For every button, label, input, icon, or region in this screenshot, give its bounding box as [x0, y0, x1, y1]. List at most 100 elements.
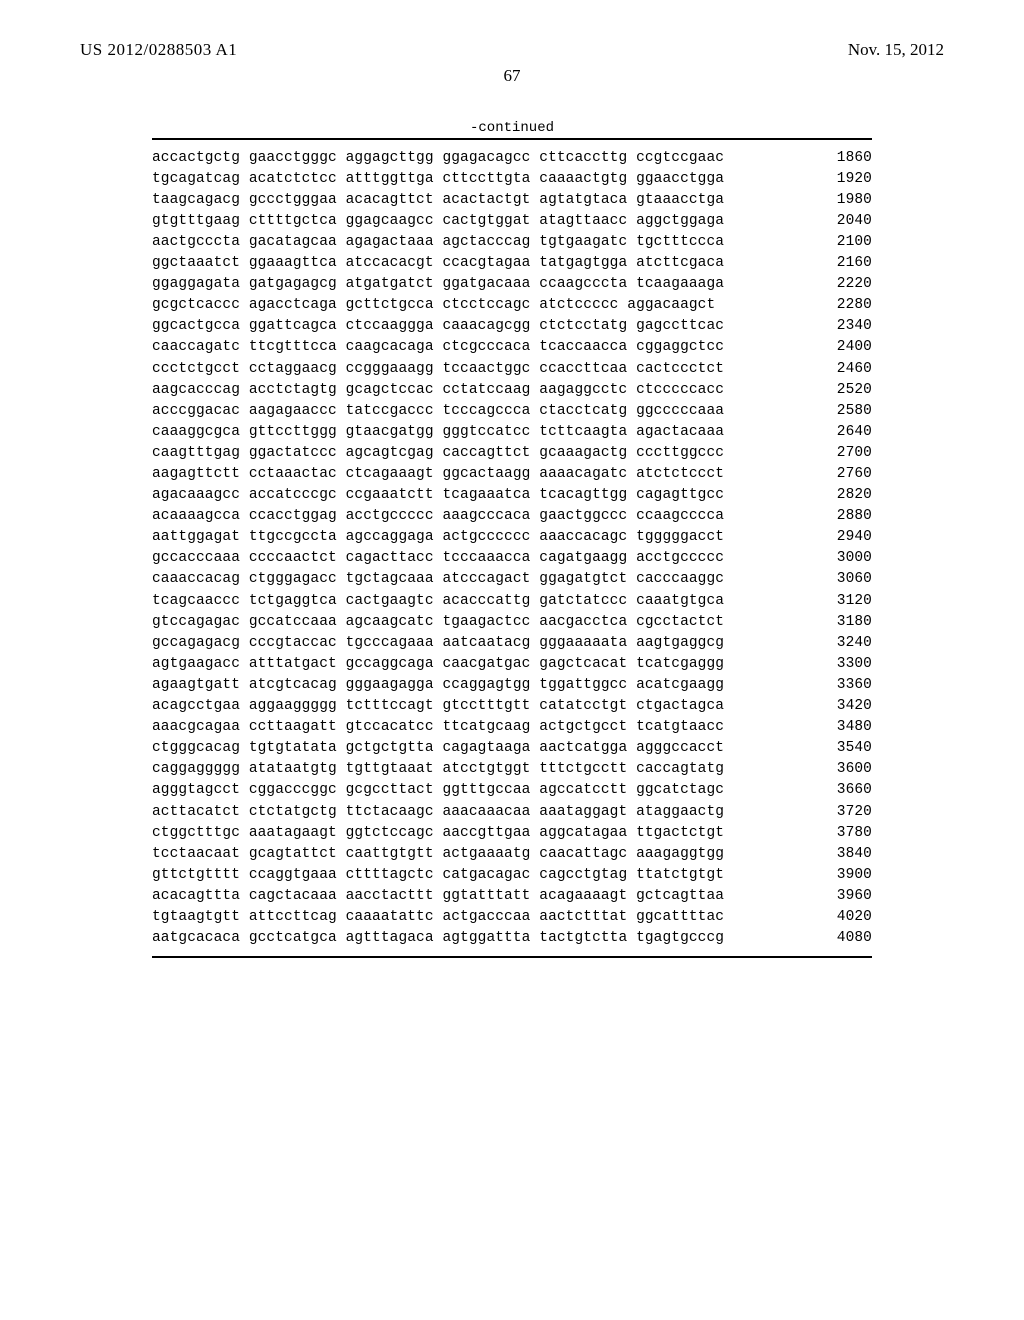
sequence-bases: ggctaaatct ggaaagttca atccacacgt ccacgta…	[152, 256, 724, 271]
publication-number: US 2012/0288503 A1	[80, 40, 237, 60]
sequence-bases: ctgggcacag tgtgtatata gctgctgtta cagagta…	[152, 741, 724, 756]
sequence-row: aattggagat ttgccgccta agccaggaga actgccc…	[152, 530, 872, 545]
sequence-row: accactgctg gaacctgggc aggagcttgg ggagaca…	[152, 151, 872, 166]
patent-page: US 2012/0288503 A1 Nov. 15, 2012 67 -con…	[0, 0, 1024, 998]
sequence-row: gttctgtttt ccaggtgaaa cttttagctc catgaca…	[152, 868, 872, 883]
sequence-position: 2820	[788, 488, 872, 503]
sequence-row: agggtagcct cggacccggc gcgccttact ggtttgc…	[152, 783, 872, 798]
sequence-bases: tcctaacaat gcagtattct caattgtgtt actgaaa…	[152, 847, 724, 862]
sequence-row: tcagcaaccc tctgaggtca cactgaagtc acaccca…	[152, 594, 872, 609]
sequence-row: caaaggcgca gttccttggg gtaacgatgg gggtcca…	[152, 425, 872, 440]
page-header: US 2012/0288503 A1 Nov. 15, 2012	[80, 40, 944, 60]
sequence-row: gccacccaaa ccccaactct cagacttacc tcccaaa…	[152, 551, 872, 566]
sequence-row: acaaaagcca ccacctggag acctgccccc aaagccc…	[152, 509, 872, 524]
sequence-bases: agaagtgatt atcgtcacag gggaagagga ccaggag…	[152, 678, 724, 693]
sequence-bases: gttctgtttt ccaggtgaaa cttttagctc catgaca…	[152, 868, 724, 883]
sequence-row: ccctctgcct cctaggaacg ccgggaaagg tccaact…	[152, 362, 872, 377]
sequence-bases: acttacatct ctctatgctg ttctacaagc aaacaaa…	[152, 805, 724, 820]
sequence-position: 2340	[788, 319, 872, 334]
sequence-position: 3780	[788, 826, 872, 841]
sequence-row: agacaaagcc accatcccgc ccgaaatctt tcagaaa…	[152, 488, 872, 503]
sequence-position: 2520	[788, 383, 872, 398]
sequence-bases: caggaggggg atataatgtg tgttgtaaat atcctgt…	[152, 762, 724, 777]
sequence-bases: aaacgcagaa ccttaagatt gtccacatcc ttcatgc…	[152, 720, 724, 735]
sequence-row: aagagttctt cctaaactac ctcagaaagt ggcacta…	[152, 467, 872, 482]
sequence-position: 3180	[788, 615, 872, 630]
sequence-row: gtgtttgaag cttttgctca ggagcaagcc cactgtg…	[152, 214, 872, 229]
sequence-position: 4080	[788, 931, 872, 946]
continued-label: -continued	[80, 120, 944, 136]
sequence-position: 3540	[788, 741, 872, 756]
sequence-position: 1920	[788, 172, 872, 187]
sequence-bases: aactgcccta gacatagcaa agagactaaa agctacc…	[152, 235, 724, 250]
sequence-row: acacagttta cagctacaaa aacctacttt ggtattt…	[152, 889, 872, 904]
sequence-bases: agtgaagacc atttatgact gccaggcaga caacgat…	[152, 657, 724, 672]
sequence-row: acccggacac aagagaaccc tatccgaccc tcccagc…	[152, 404, 872, 419]
sequence-bases: acccggacac aagagaaccc tatccgaccc tcccagc…	[152, 404, 724, 419]
sequence-position: 1860	[788, 151, 872, 166]
sequence-position: 2280	[788, 298, 872, 313]
sequence-bases: acaaaagcca ccacctggag acctgccccc aaagccc…	[152, 509, 724, 524]
sequence-row: aaacgcagaa ccttaagatt gtccacatcc ttcatgc…	[152, 720, 872, 735]
sequence-position: 2220	[788, 277, 872, 292]
sequence-row: aactgcccta gacatagcaa agagactaaa agctacc…	[152, 235, 872, 250]
sequence-row: gtccagagac gccatccaaa agcaagcatc tgaagac…	[152, 615, 872, 630]
sequence-position: 3420	[788, 699, 872, 714]
sequence-position: 3840	[788, 847, 872, 862]
sequence-bases: gccagagacg cccgtaccac tgcccagaaa aatcaat…	[152, 636, 724, 651]
sequence-listing: accactgctg gaacctgggc aggagcttgg ggagaca…	[152, 138, 872, 958]
sequence-position: 2040	[788, 214, 872, 229]
sequence-row: caagtttgag ggactatccc agcagtcgag caccagt…	[152, 446, 872, 461]
sequence-bases: caagtttgag ggactatccc agcagtcgag caccagt…	[152, 446, 724, 461]
sequence-position: 3360	[788, 678, 872, 693]
sequence-position: 2940	[788, 530, 872, 545]
sequence-row: ggcactgcca ggattcagca ctccaaggga caaacag…	[152, 319, 872, 334]
sequence-position: 3480	[788, 720, 872, 735]
sequence-position: 3900	[788, 868, 872, 883]
sequence-position: 3060	[788, 572, 872, 587]
sequence-bases: tgtaagtgtt attccttcag caaaatattc actgacc…	[152, 910, 724, 925]
sequence-bases: aagagttctt cctaaactac ctcagaaagt ggcacta…	[152, 467, 724, 482]
sequence-bases: ggcactgcca ggattcagca ctccaaggga caaacag…	[152, 319, 724, 334]
sequence-position: 2100	[788, 235, 872, 250]
sequence-position: 2880	[788, 509, 872, 524]
sequence-row: acagcctgaa aggaaggggg tctttccagt gtccttt…	[152, 699, 872, 714]
sequence-bases: aattggagat ttgccgccta agccaggaga actgccc…	[152, 530, 724, 545]
sequence-row: agtgaagacc atttatgact gccaggcaga caacgat…	[152, 657, 872, 672]
sequence-position: 2700	[788, 446, 872, 461]
sequence-bases: caaccagatc ttcgtttcca caagcacaga ctcgccc…	[152, 340, 724, 355]
sequence-bases: tcagcaaccc tctgaggtca cactgaagtc acaccca…	[152, 594, 724, 609]
sequence-bases: agggtagcct cggacccggc gcgccttact ggtttgc…	[152, 783, 724, 798]
sequence-bases: acacagttta cagctacaaa aacctacttt ggtattt…	[152, 889, 724, 904]
sequence-bases: agacaaagcc accatcccgc ccgaaatctt tcagaaa…	[152, 488, 724, 503]
sequence-position: 2580	[788, 404, 872, 419]
sequence-bases: taagcagacg gccctgggaa acacagttct acactac…	[152, 193, 724, 208]
sequence-position: 3300	[788, 657, 872, 672]
sequence-position: 3960	[788, 889, 872, 904]
sequence-position: 2160	[788, 256, 872, 271]
sequence-row: aagcacccag acctctagtg gcagctccac cctatcc…	[152, 383, 872, 398]
sequence-bases: gtgtttgaag cttttgctca ggagcaagcc cactgtg…	[152, 214, 724, 229]
sequence-position: 3000	[788, 551, 872, 566]
sequence-bases: tgcagatcag acatctctcc atttggttga cttcctt…	[152, 172, 724, 187]
sequence-bases: caaaccacag ctgggagacc tgctagcaaa atcccag…	[152, 572, 724, 587]
sequence-bases: aatgcacaca gcctcatgca agtttagaca agtggat…	[152, 931, 724, 946]
sequence-bases: gccacccaaa ccccaactct cagacttacc tcccaaa…	[152, 551, 724, 566]
sequence-row: tcctaacaat gcagtattct caattgtgtt actgaaa…	[152, 847, 872, 862]
sequence-row: ggaggagata gatgagagcg atgatgatct ggatgac…	[152, 277, 872, 292]
sequence-position: 1980	[788, 193, 872, 208]
sequence-position: 3120	[788, 594, 872, 609]
sequence-row: acttacatct ctctatgctg ttctacaagc aaacaaa…	[152, 805, 872, 820]
sequence-bases: gcgctcaccc agacctcaga gcttctgcca ctcctcc…	[152, 298, 715, 313]
sequence-row: caaaccacag ctgggagacc tgctagcaaa atcccag…	[152, 572, 872, 587]
sequence-position: 2460	[788, 362, 872, 377]
sequence-position: 3600	[788, 762, 872, 777]
sequence-row: caaccagatc ttcgtttcca caagcacaga ctcgccc…	[152, 340, 872, 355]
sequence-bases: gtccagagac gccatccaaa agcaagcatc tgaagac…	[152, 615, 724, 630]
sequence-row: caggaggggg atataatgtg tgttgtaaat atcctgt…	[152, 762, 872, 777]
sequence-bases: aagcacccag acctctagtg gcagctccac cctatcc…	[152, 383, 724, 398]
sequence-position: 2400	[788, 340, 872, 355]
sequence-bases: ccctctgcct cctaggaacg ccgggaaagg tccaact…	[152, 362, 724, 377]
sequence-row: tgtaagtgtt attccttcag caaaatattc actgacc…	[152, 910, 872, 925]
sequence-row: agaagtgatt atcgtcacag gggaagagga ccaggag…	[152, 678, 872, 693]
